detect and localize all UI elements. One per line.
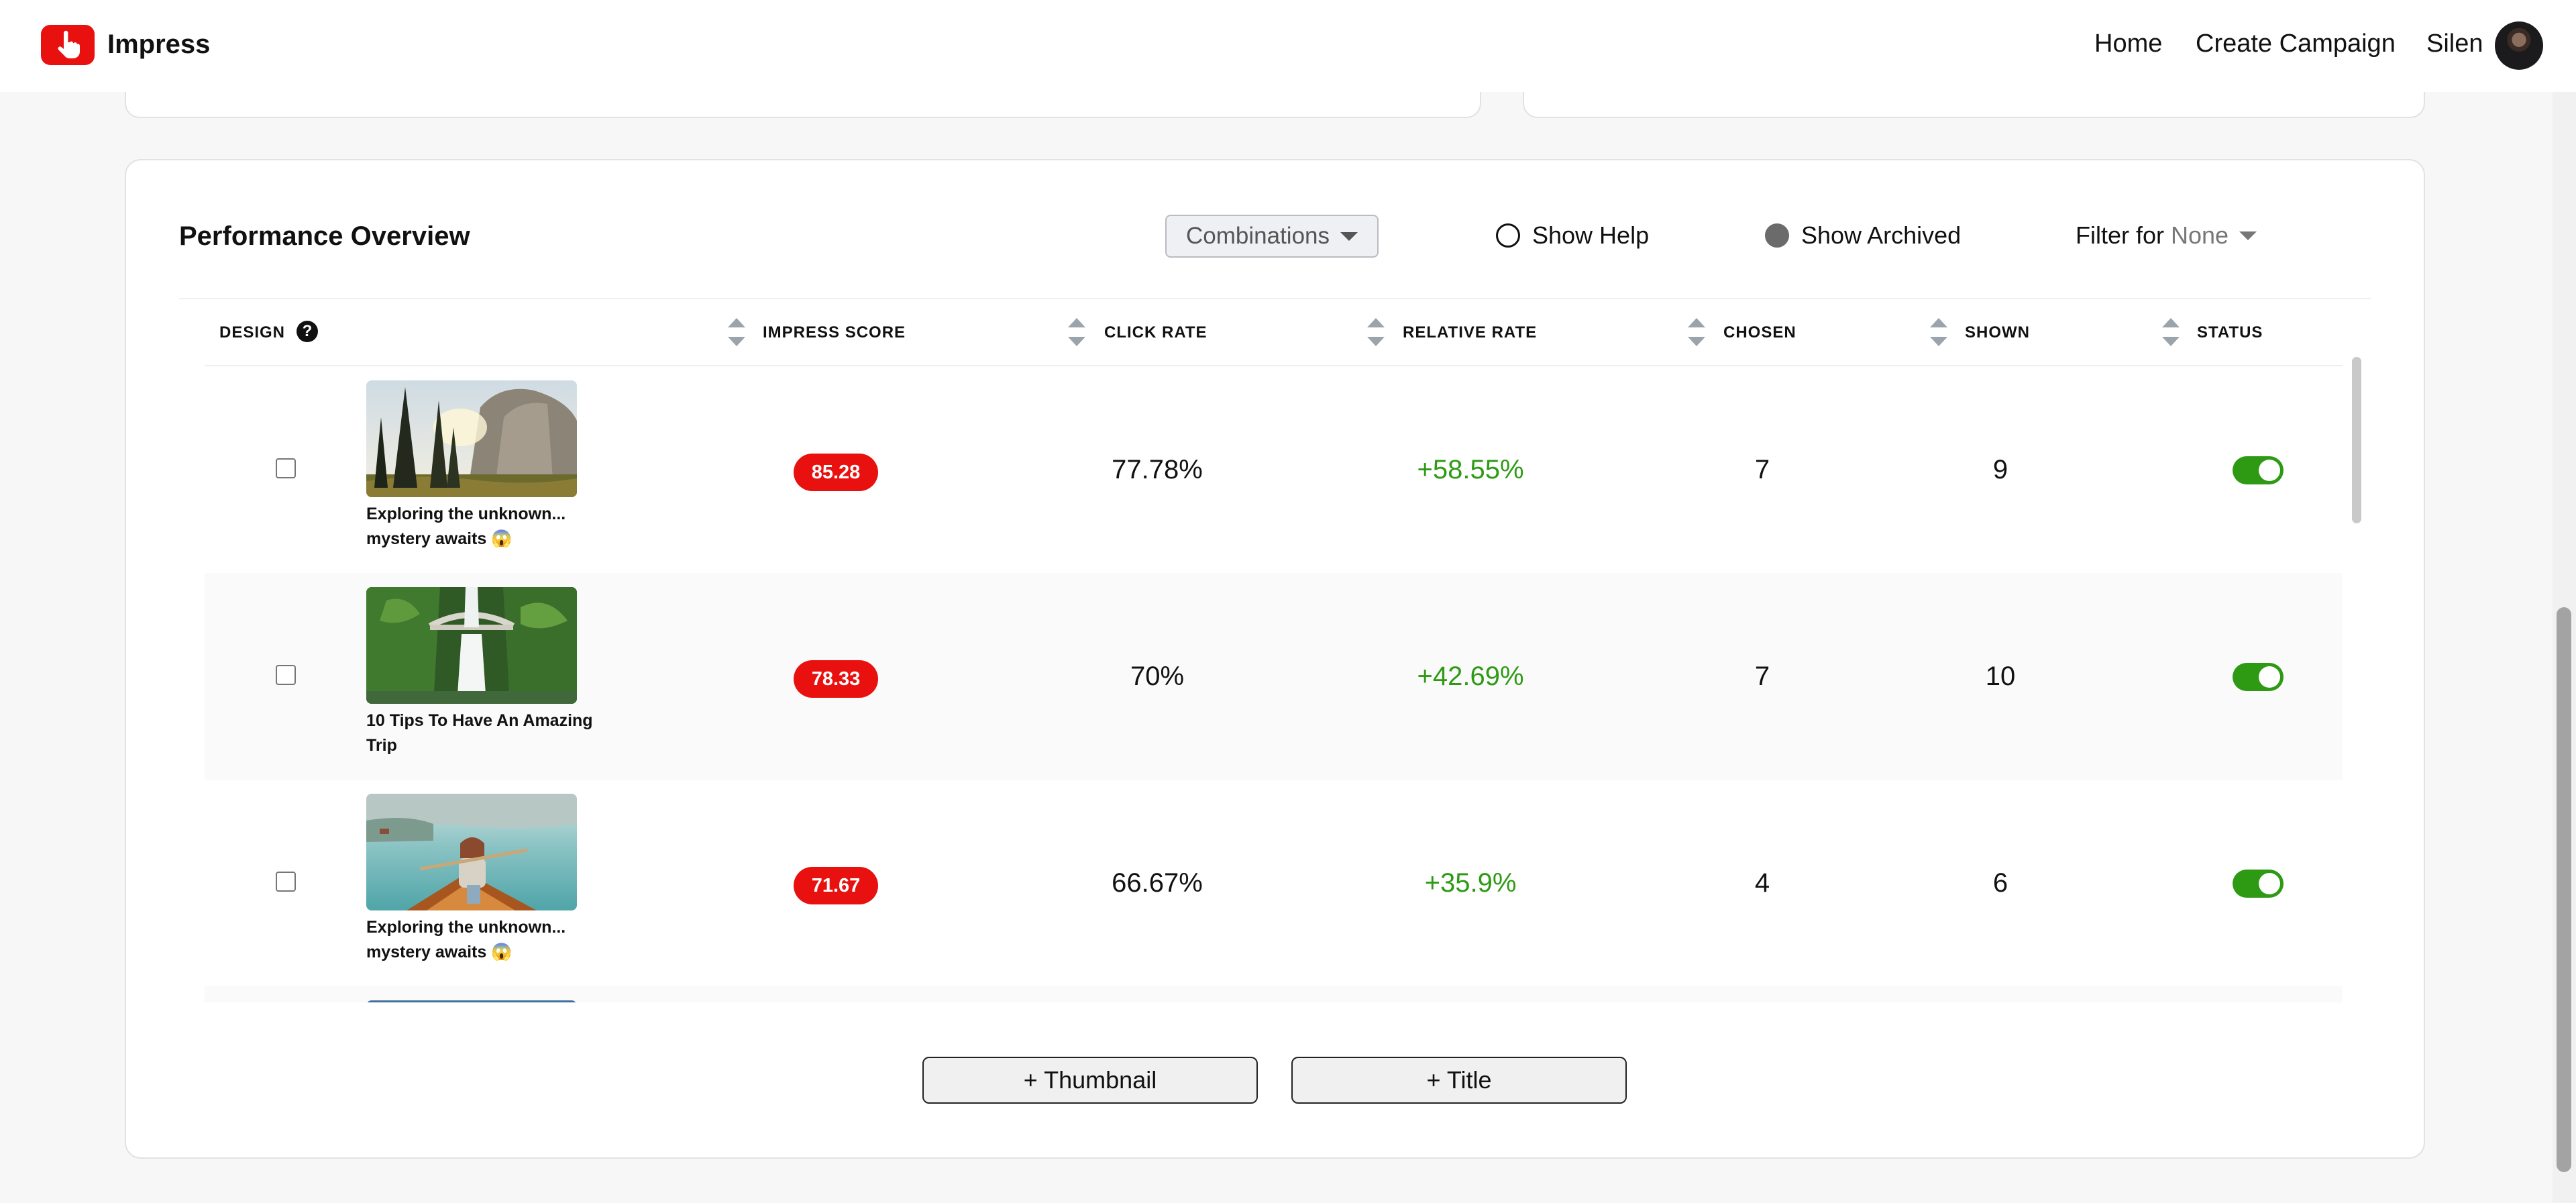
- sort-icon[interactable]: [2162, 318, 2180, 346]
- combinations-label: Combinations: [1186, 223, 1330, 249]
- column-header-chosen[interactable]: CHOSEN: [1723, 323, 1796, 342]
- woman-canoe-lake-image: [366, 794, 577, 910]
- thumbnail-image[interactable]: [366, 1000, 577, 1002]
- forest-cliff-image: [366, 380, 577, 497]
- shown-value: 9: [1992, 455, 2008, 484]
- caret-down-icon: [2239, 231, 2257, 240]
- filter-value: None: [2171, 221, 2229, 249]
- page-scrollbar-thumb[interactable]: [2557, 607, 2571, 1172]
- status-toggle[interactable]: [2233, 870, 2284, 898]
- sort-icon[interactable]: [1367, 318, 1385, 346]
- row-select-checkbox[interactable]: [276, 458, 296, 478]
- column-header-shown[interactable]: SHOWN: [1965, 323, 2030, 342]
- design-title: Exploring the unknown... mystery awaits …: [366, 505, 566, 548]
- show-archived-toggle[interactable]: Show Archived: [1765, 221, 1961, 250]
- radio-checked-icon[interactable]: [1765, 223, 1789, 248]
- table-header-divider: [205, 365, 2343, 366]
- impress-score-badge: 85.28: [794, 454, 878, 491]
- impress-logo[interactable]: [41, 25, 95, 65]
- sort-icon[interactable]: [1930, 318, 1947, 346]
- sort-icon[interactable]: [1068, 318, 1085, 346]
- table-row: Exploring the unknown... mystery awaits …: [205, 366, 2343, 573]
- thumbnail-image[interactable]: [366, 794, 577, 910]
- combinations-dropdown[interactable]: Combinations: [1165, 215, 1379, 258]
- add-title-button[interactable]: + Title: [1291, 1057, 1627, 1104]
- section-divider: [179, 298, 2371, 299]
- sort-icon[interactable]: [728, 318, 745, 346]
- filter-label: Filter for: [2076, 221, 2165, 249]
- relative-rate-value: +35.9%: [1424, 868, 1517, 898]
- row-select-checkbox[interactable]: [276, 665, 296, 685]
- pointer-hand-icon: [58, 30, 80, 58]
- shown-value: 10: [1985, 662, 2016, 691]
- radio-unchecked-icon[interactable]: [1496, 223, 1520, 248]
- impress-score-badge: 78.33: [794, 660, 878, 698]
- brand-name[interactable]: Impress: [107, 30, 211, 59]
- help-icon[interactable]: ?: [297, 321, 318, 342]
- user-name[interactable]: Silen: [2426, 30, 2483, 58]
- sort-icon[interactable]: [1688, 318, 1705, 346]
- thumbnail-image[interactable]: [366, 587, 577, 704]
- top-bar: Impress Home Create Campaign Silen: [0, 0, 2576, 92]
- page-title: Performance Overview: [179, 221, 470, 251]
- add-thumbnail-button[interactable]: + Thumbnail: [922, 1057, 1258, 1104]
- chosen-value: 7: [1754, 662, 1770, 691]
- column-header-impress-score[interactable]: IMPRESS SCORE: [763, 323, 906, 342]
- row-select-checkbox[interactable]: [276, 872, 296, 892]
- table-scrollbar-thumb[interactable]: [2352, 357, 2361, 523]
- impress-score-badge: 71.67: [794, 867, 878, 904]
- caret-down-icon: [1340, 231, 1358, 241]
- table-row: Exploring the unknown... mystery awaits …: [205, 780, 2343, 986]
- waterfall-bridge-image: [366, 587, 577, 704]
- shown-value: 6: [1992, 868, 2008, 898]
- status-toggle[interactable]: [2233, 456, 2284, 484]
- column-header-relative-rate[interactable]: RELATIVE RATE: [1403, 323, 1538, 342]
- column-header-click-rate[interactable]: CLICK RATE: [1104, 323, 1208, 342]
- design-title: Exploring the unknown... mystery awaits …: [366, 918, 566, 961]
- show-archived-label: Show Archived: [1801, 221, 1962, 249]
- click-rate-value: 70%: [1130, 662, 1185, 691]
- chosen-value: 7: [1754, 455, 1770, 484]
- table-row: 10 Tips To Have An Amazing Trip 78.33 70…: [205, 573, 2343, 780]
- results-table-body[interactable]: Exploring the unknown... mystery awaits …: [205, 366, 2343, 1002]
- show-help-toggle[interactable]: Show Help: [1496, 221, 1649, 250]
- nav-home-link[interactable]: Home: [2094, 30, 2163, 58]
- click-rate-value: 66.67%: [1112, 868, 1203, 898]
- nav-create-campaign-link[interactable]: Create Campaign: [2196, 30, 2396, 58]
- show-help-label: Show Help: [1532, 221, 1650, 249]
- column-header-status[interactable]: STATUS: [2197, 323, 2263, 342]
- table-row: [205, 986, 2343, 1002]
- chosen-value: 4: [1754, 868, 1770, 898]
- status-toggle[interactable]: [2233, 663, 2284, 691]
- column-header-design: DESIGN: [219, 323, 286, 342]
- relative-rate-value: +58.55%: [1417, 455, 1524, 484]
- design-title: 10 Tips To Have An Amazing Trip: [366, 711, 593, 755]
- relative-rate-value: +42.69%: [1417, 662, 1524, 691]
- click-rate-value: 77.78%: [1112, 455, 1203, 484]
- thumbnail-image[interactable]: [366, 380, 577, 497]
- filter-dropdown[interactable]: Filter for None: [2076, 221, 2257, 250]
- avatar[interactable]: [2495, 21, 2543, 70]
